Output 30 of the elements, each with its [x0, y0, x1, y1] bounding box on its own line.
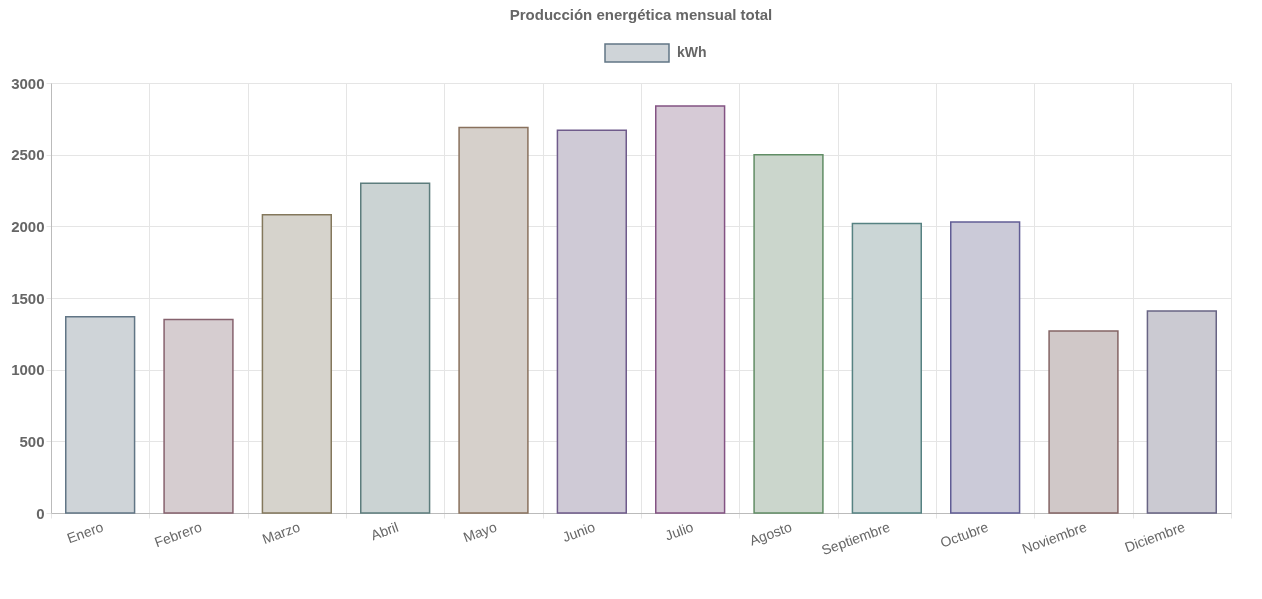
bar: [753, 153, 824, 514]
bar: [655, 105, 726, 514]
chart-title: Producción energética mensual total: [509, 6, 773, 24]
bar: [65, 315, 136, 514]
bar: [1048, 330, 1119, 514]
y-tick-label: 2000: [11, 217, 45, 235]
x-tick-label: Enero: [64, 518, 106, 547]
bar: [360, 182, 431, 514]
bar: [851, 222, 922, 514]
y-tick-label: 500: [19, 432, 45, 450]
y-tick-label: 0: [36, 504, 45, 522]
y-tick-label: 2500: [11, 146, 45, 164]
bar: [1146, 310, 1217, 514]
x-tick-label: Agosto: [747, 518, 794, 549]
bar: [261, 214, 332, 514]
y-tick-label: 1000: [11, 361, 45, 379]
x-tick-label: Octubre: [938, 518, 991, 551]
bar: [950, 221, 1021, 514]
x-tick-label: Julio: [662, 518, 696, 544]
legend-label: kWh: [677, 44, 707, 60]
x-tick-label: Junio: [560, 518, 598, 546]
y-tick-label: 1500: [11, 289, 45, 307]
y-tick-label: 3000: [11, 74, 45, 92]
x-tick-label: Febrero: [152, 518, 204, 551]
bar: [556, 129, 627, 514]
x-tick-label: Abril: [368, 518, 401, 544]
bar: [163, 318, 234, 514]
x-tick-label: Marzo: [260, 518, 303, 547]
x-tick-label: Mayo: [461, 518, 499, 546]
bar: [458, 126, 529, 514]
